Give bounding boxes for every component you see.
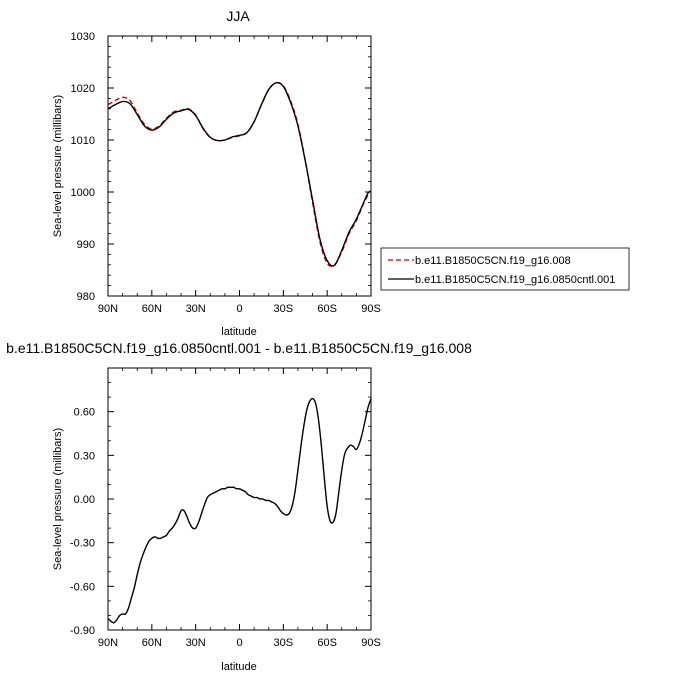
x-tick-label: 30S (274, 303, 294, 315)
x-tick-label: 60N (142, 637, 162, 649)
x-tick-label: 90S (361, 637, 381, 649)
x-tick-label: 60S (317, 303, 337, 315)
y-tick-label: -0.90 (70, 625, 95, 637)
x-tick-label: 60N (142, 303, 162, 315)
x-tick-label: 0 (236, 637, 242, 649)
gridticks-top: 90N 60N 30N 0 30S 60S 90S 980 990 1000 1010 1020 103… (71, 31, 381, 315)
series-line-top-2 (107, 81, 372, 267)
y-tick-label: 1020 (71, 83, 95, 95)
y-tick-label: 0.00 (74, 494, 95, 506)
chart-title-top: JJA (226, 8, 250, 24)
legend-label-series-1: b.e11.B1850C5CN.f19_g16.008 (415, 255, 571, 267)
chart-panel-bottom: b.e11.B1850C5CN.f19_g16.0850cntl.001 - b… (6, 340, 472, 673)
series-line-top-1 (107, 81, 372, 267)
series-group-bottom (107, 397, 372, 624)
plot-frame-bottom (107, 367, 372, 631)
plot-frame-top (107, 35, 372, 297)
gridticks-bottom: 90N 60N 30N 0 30S 60S 90S -0.90 -0.60 -0.30 0.00 0.… (70, 368, 381, 649)
x-tick-label: 30S (274, 637, 294, 649)
y-tick-label: 980 (77, 291, 95, 303)
x-tick-label: 0 (236, 303, 242, 315)
chart-panel-top: JJA 90N 60N 30N 0 30S 60S 90S 980 990 1000 1010 102… (52, 8, 630, 338)
x-tick-label: 90N (98, 637, 118, 649)
y-tick-label: 1030 (71, 31, 95, 43)
series-group-top (107, 81, 372, 267)
x-tick-label: 60S (317, 637, 337, 649)
y-tick-label: 0.30 (74, 450, 95, 462)
legend-box (380, 247, 630, 291)
x-axis-label-top: latitude (221, 326, 256, 338)
y-axis-label-top: Sea-level pressure (millibars) (52, 95, 64, 237)
chart-title-bottom: b.e11.B1850C5CN.f19_g16.0850cntl.001 - b… (6, 340, 472, 356)
x-axis-label-bottom: latitude (221, 661, 256, 673)
y-tick-label: 1000 (71, 187, 95, 199)
y-tick-label: 990 (77, 239, 95, 251)
legend-label-series-2: b.e11.B1850C5CN.f19_g16.0850cntl.001 (415, 274, 615, 286)
x-tick-label: 90N (98, 303, 118, 315)
series-line-bottom-1 (107, 397, 372, 624)
x-tick-label: 30N (186, 637, 206, 649)
y-tick-label: -0.60 (70, 581, 95, 593)
x-tick-label: 30N (186, 303, 206, 315)
x-tick-label: 90S (361, 303, 381, 315)
legend: b.e11.B1850C5CN.f19_g16.008 b.e11.B1850C… (380, 247, 630, 291)
y-tick-label: 0.60 (74, 407, 95, 419)
y-tick-label: -0.30 (70, 538, 95, 550)
y-axis-label-bottom: Sea-level pressure (millibars) (52, 428, 64, 570)
y-tick-label: 1010 (71, 135, 95, 147)
